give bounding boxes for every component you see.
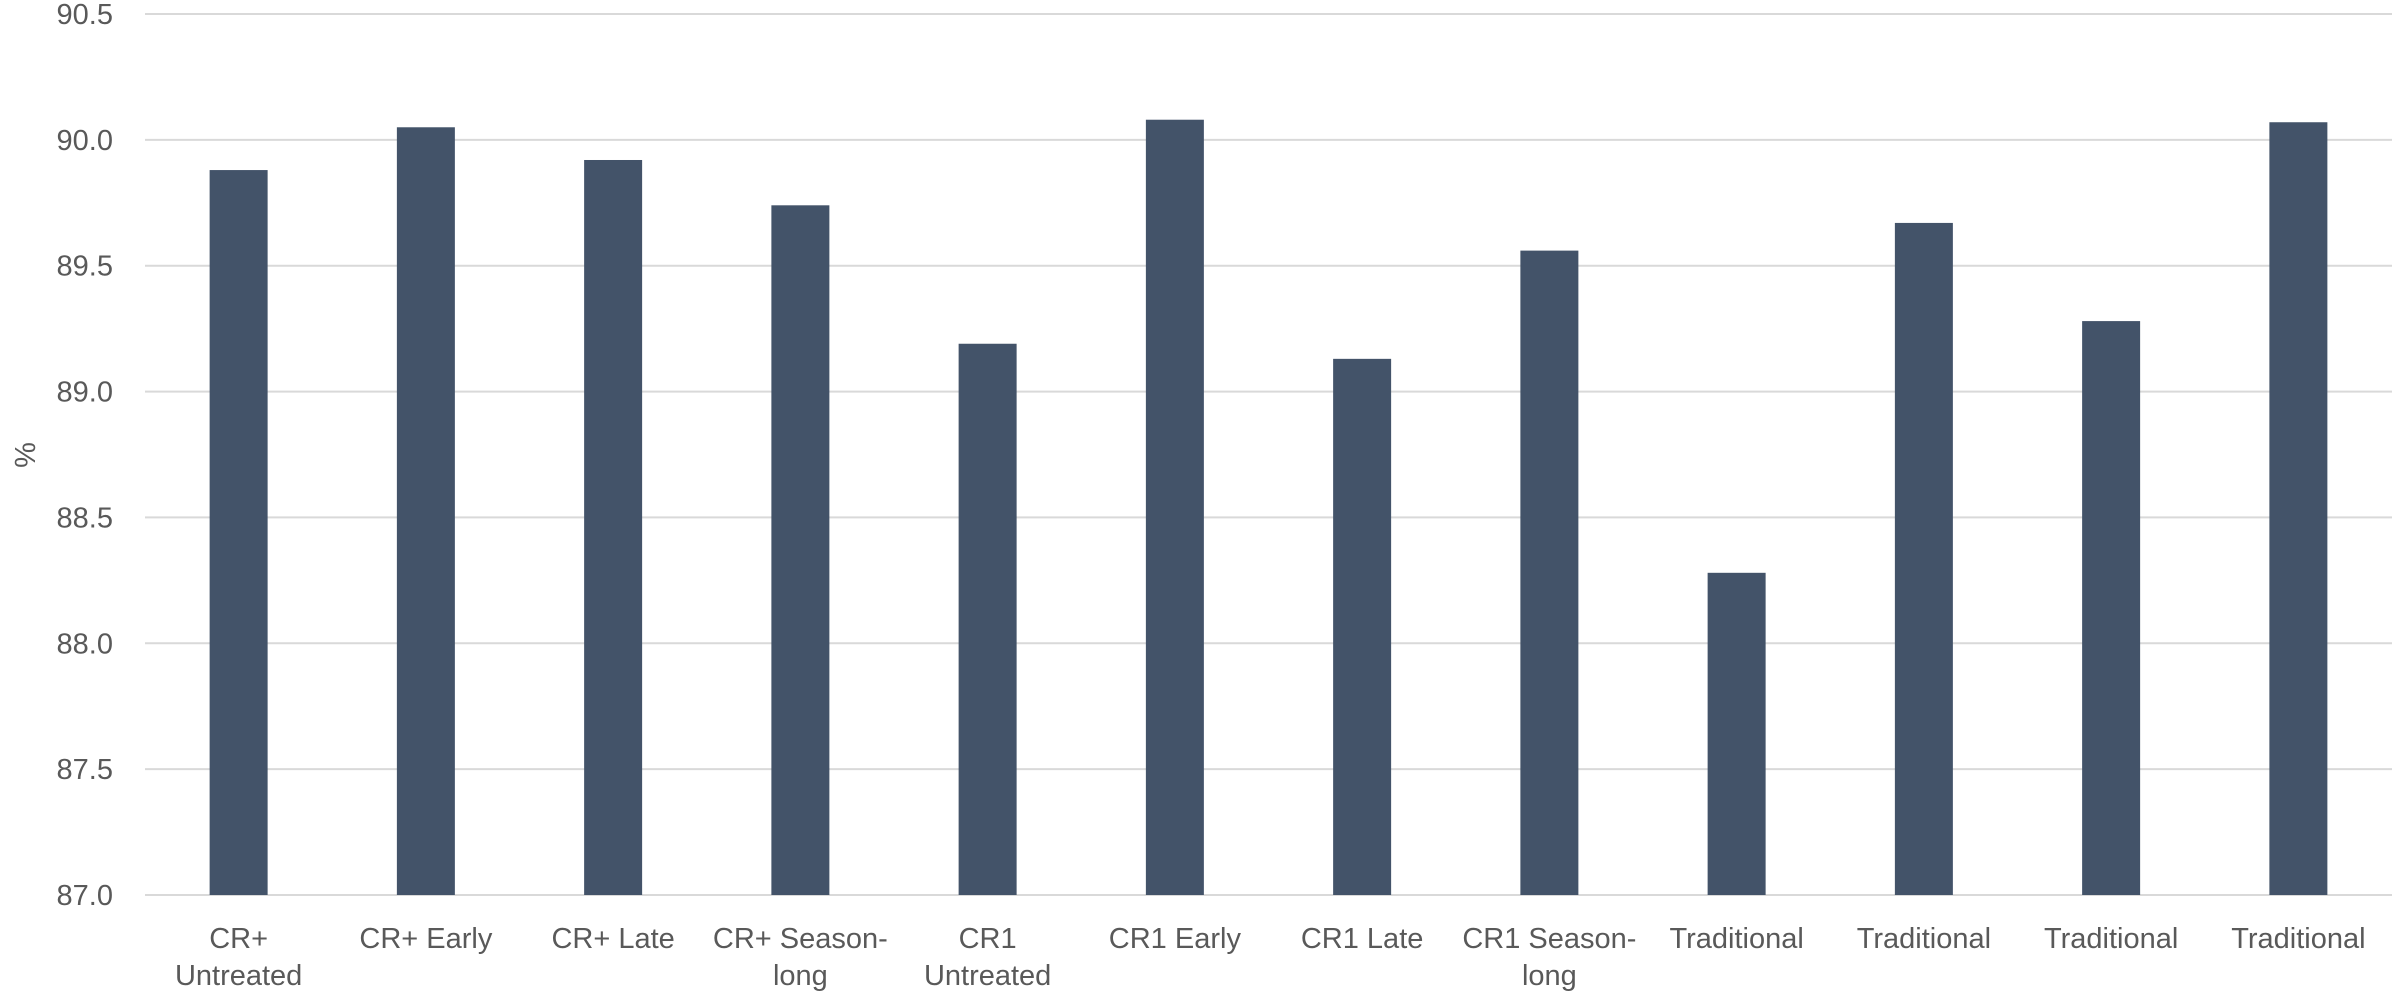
x-category-label: CR1 Late xyxy=(1301,923,1424,955)
x-category-label: CR+ Late xyxy=(551,923,674,955)
x-category-label-line: Traditional xyxy=(2231,923,2365,955)
x-category-label-line: CR1 xyxy=(959,923,1017,955)
x-category-label: CR1 Season-long xyxy=(1462,923,1636,992)
x-category-label-line: Traditional xyxy=(1669,923,1803,955)
x-category-label: CR+ Untreated xyxy=(175,923,302,992)
y-tick-label: 89.5 xyxy=(57,251,113,283)
x-category-label-line: Untreated xyxy=(175,960,302,992)
bar xyxy=(1145,119,1204,896)
bar xyxy=(1333,358,1392,895)
y-tick-label: 90.0 xyxy=(57,125,113,157)
y-tick-label: 87.0 xyxy=(57,880,113,912)
y-tick-label: 89.0 xyxy=(57,377,113,409)
y-tick-label: 88.0 xyxy=(57,628,113,660)
x-category-label-line: CR1 Late xyxy=(1301,923,1424,955)
y-tick-label: 88.5 xyxy=(57,502,113,534)
x-category-label: Traditional xyxy=(1857,923,1991,955)
x-axis-category-labels: CR+ Untreated CR+ Early CR+ Late CR+ Season-… xyxy=(175,923,2366,992)
x-category-label-line: CR+ xyxy=(209,923,268,955)
x-category-label: CR1 Early xyxy=(1109,923,1242,955)
bar xyxy=(584,159,643,896)
bar xyxy=(1707,572,1766,895)
bar xyxy=(396,127,455,896)
bar xyxy=(1894,222,1953,895)
bars xyxy=(209,119,2328,896)
x-category-label: CR1 Untreated xyxy=(924,923,1051,992)
x-category-label: Traditional xyxy=(2231,923,2365,955)
x-category-label-line: long xyxy=(773,960,828,992)
x-category-label: CR+ Early xyxy=(359,923,492,955)
x-category-label-line: CR1 Early xyxy=(1109,923,1242,955)
bar xyxy=(958,343,1017,895)
bar xyxy=(2082,321,2141,895)
x-category-label-line: CR+ Early xyxy=(359,923,492,955)
x-category-label: Traditional xyxy=(1669,923,1803,955)
bar xyxy=(1520,250,1579,895)
x-category-label-line: Untreated xyxy=(924,960,1051,992)
x-category-label: CR+ Season-long xyxy=(713,923,888,992)
x-category-label-line: CR1 Season- xyxy=(1462,923,1636,955)
y-axis-tick-labels: 87.0 87.5 88.0 88.5 89.0 89.5 90.0 90.5 xyxy=(57,0,113,912)
x-category-label-line: long xyxy=(1522,960,1577,992)
x-category-label-line: Traditional xyxy=(2044,923,2178,955)
y-tick-label: 90.5 xyxy=(57,0,113,31)
x-category-label: Traditional xyxy=(2044,923,2178,955)
y-tick-label: 87.5 xyxy=(57,754,113,786)
x-category-label-line: CR+ Season- xyxy=(713,923,888,955)
bar xyxy=(2269,122,2328,896)
x-category-label-line: Traditional xyxy=(1857,923,1991,955)
x-category-label-line: CR+ Late xyxy=(551,923,674,955)
bar xyxy=(771,205,830,895)
gridlines xyxy=(145,13,2392,896)
bar xyxy=(209,170,268,895)
y-axis-title: % xyxy=(10,442,42,468)
